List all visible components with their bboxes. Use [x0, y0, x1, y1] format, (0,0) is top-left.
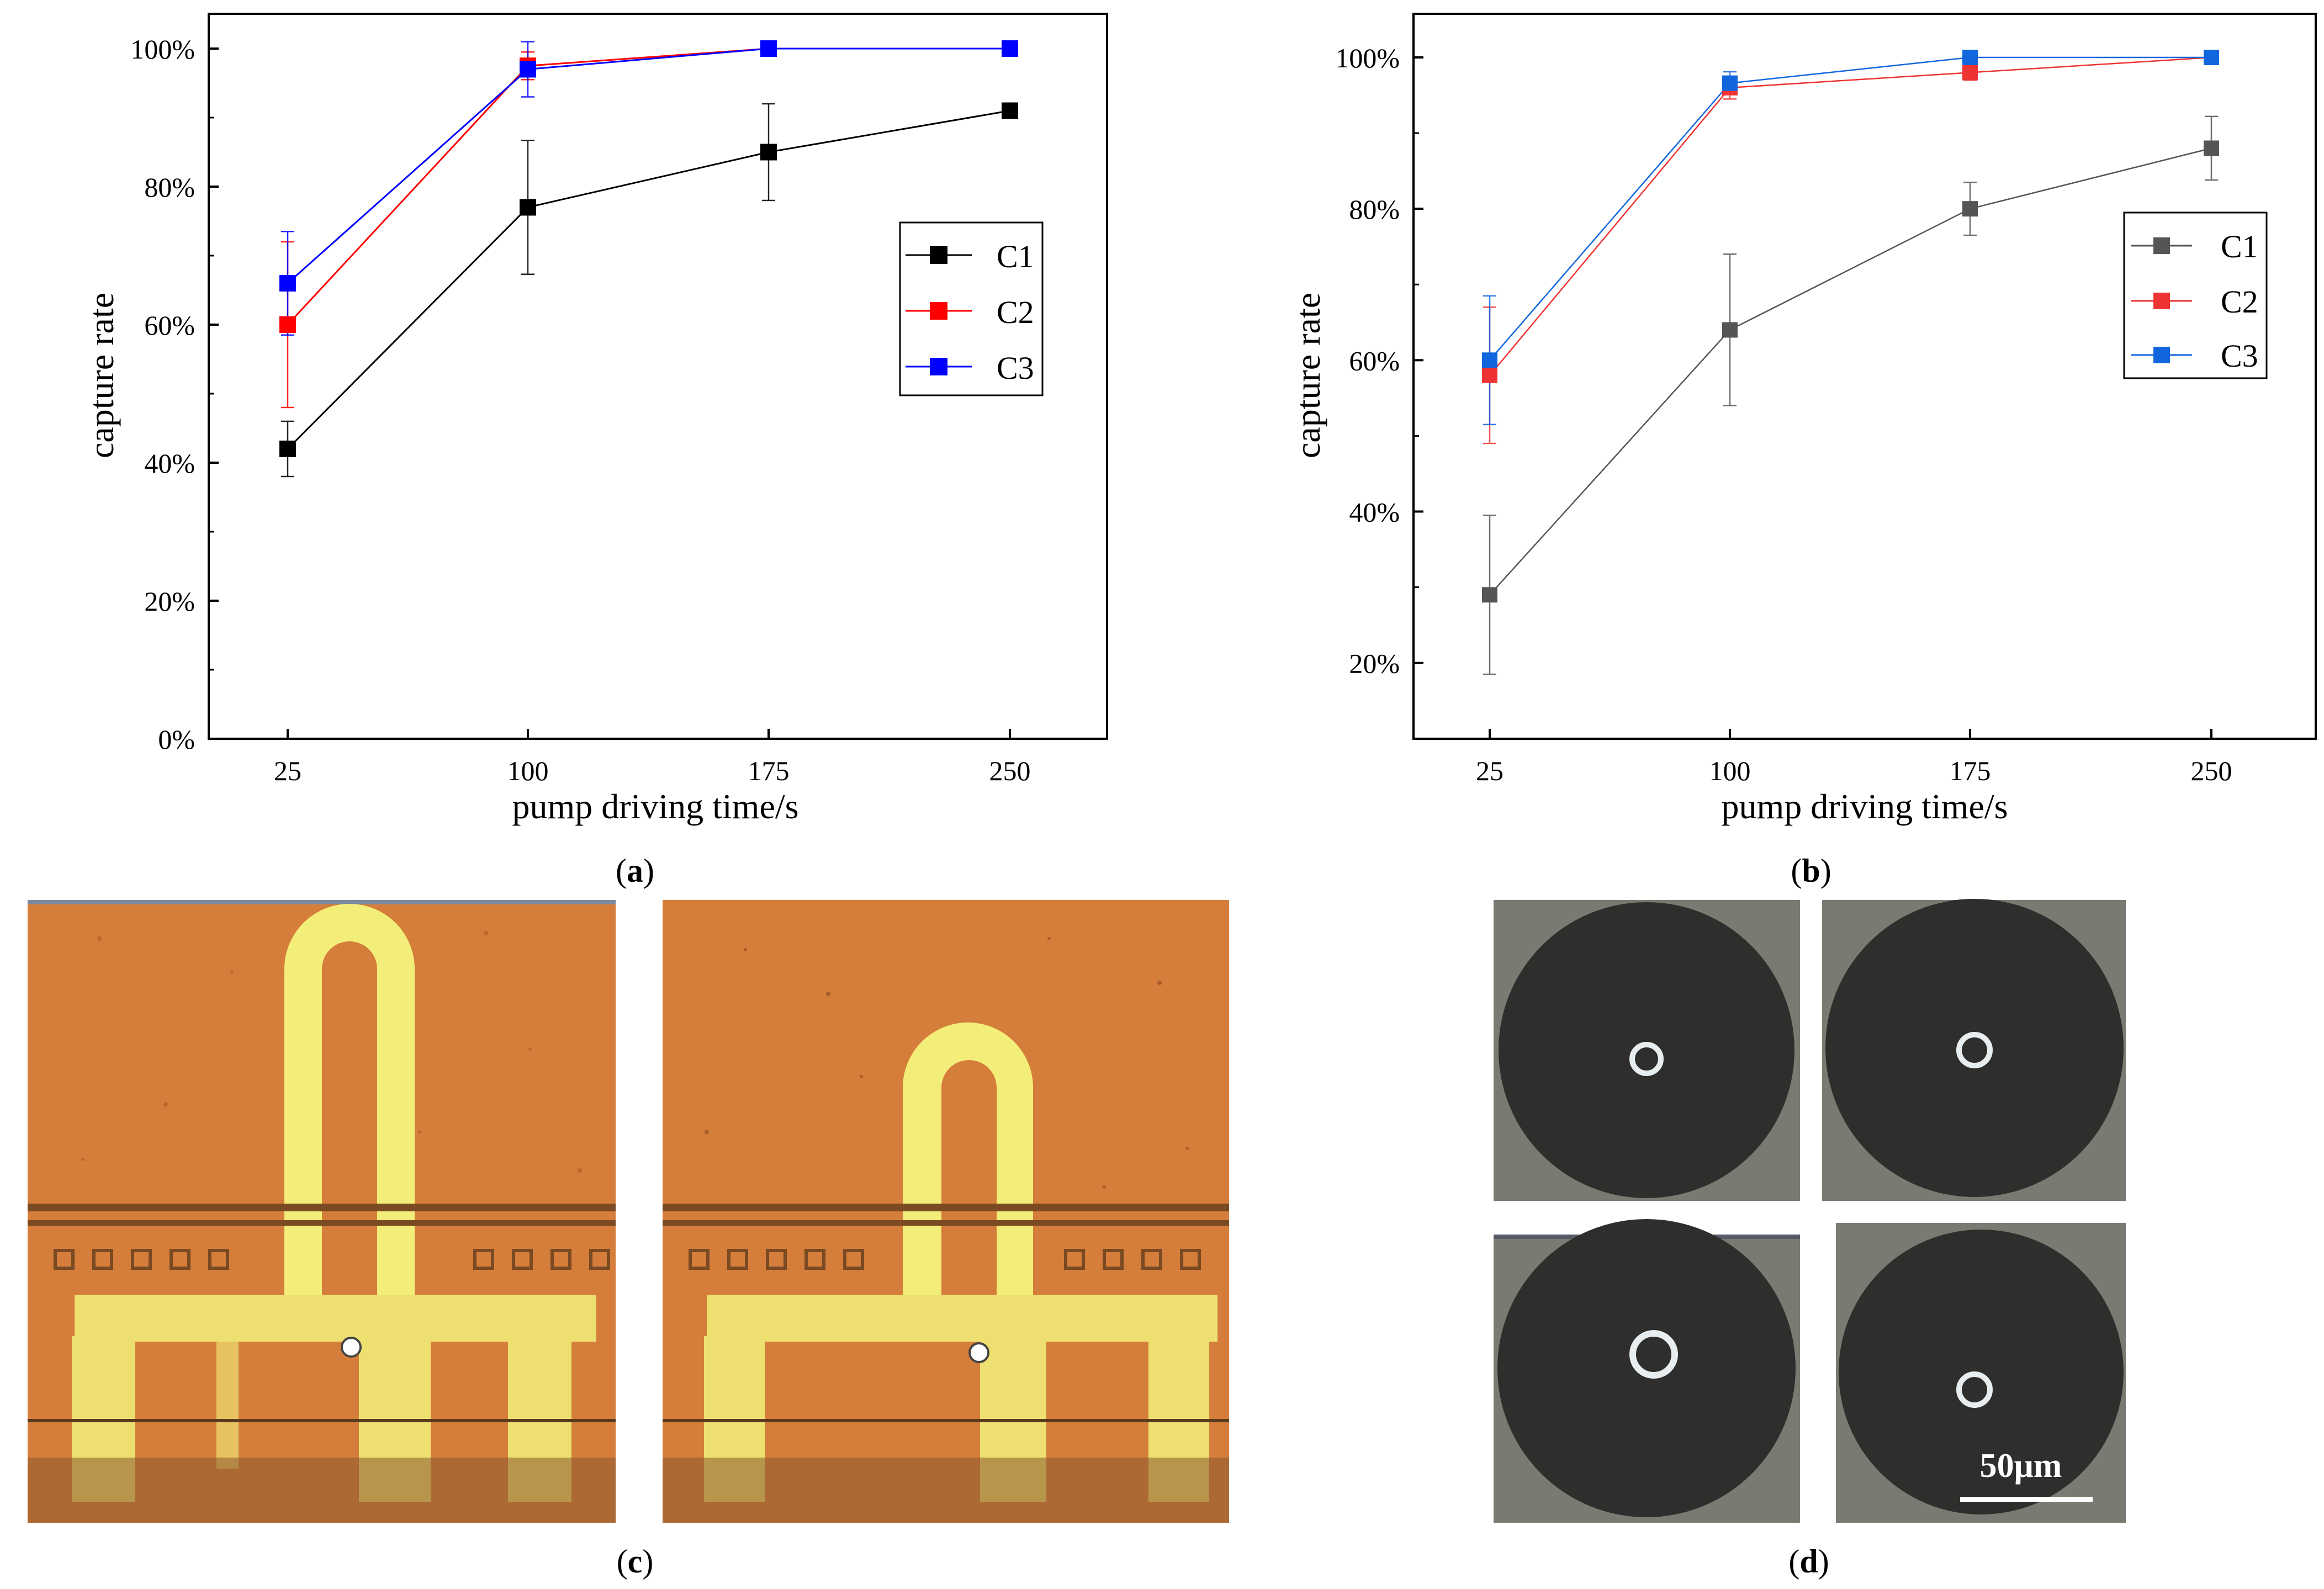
y-tick-label: 60% — [1349, 345, 1400, 376]
series-line-c1 — [1489, 147, 2212, 596]
chart-b-frame — [1412, 13, 2317, 740]
micrograph-c-left — [28, 900, 616, 1523]
data-point-c3 — [1002, 40, 1018, 57]
y-tick-label: 40% — [144, 448, 195, 479]
data-point-c3 — [760, 40, 777, 57]
data-point-c3 — [1482, 352, 1497, 368]
x-tick-label: 250 — [2191, 755, 2232, 786]
panel-label-a: (a) — [616, 852, 654, 889]
y-tick-label: 0% — [158, 724, 195, 755]
chart-b-ylabel: capture rate — [1288, 293, 1327, 458]
panel-label-c: (c) — [617, 1543, 654, 1580]
data-point-c2 — [1482, 367, 1497, 383]
data-point-c1 — [279, 441, 296, 457]
x-tick-label: 175 — [748, 755, 790, 786]
y-tick-label: 40% — [1349, 497, 1400, 528]
data-point-c1 — [1722, 322, 1738, 338]
legend-a-c1: C1 — [997, 239, 1034, 274]
x-tick-label: 25 — [274, 755, 301, 786]
x-tick-label: 25 — [1476, 755, 1504, 786]
data-point-c2 — [1962, 65, 1978, 81]
x-tick-label: 175 — [1950, 755, 1991, 786]
chart-b: 20% 40% 60% 80% 100% 25 100 175 250 pump driving… — [1288, 13, 2317, 826]
micrograph-d-2 — [1822, 899, 2126, 1201]
legend-b-c2: C2 — [2221, 284, 2258, 320]
legend-a-c2: C2 — [997, 294, 1034, 330]
data-point-c1 — [520, 199, 536, 216]
y-tick-label: 60% — [144, 310, 195, 341]
chart-a-ylabel: capture rate — [82, 293, 121, 458]
y-tick-label: 100% — [130, 34, 195, 65]
series-line-c2 — [1489, 56, 2212, 376]
series-line-c1 — [287, 110, 1010, 450]
chart-b-legend: C1 C2 C3 — [2123, 211, 2268, 379]
data-point-c2 — [279, 316, 296, 333]
chart-a: 0% 20% 40% 60% 80% 100% 25 100 175 250 pump drivi… — [82, 13, 1108, 826]
panel-label-d: (d) — [1788, 1543, 1829, 1580]
x-tick-label: 100 — [1709, 755, 1751, 786]
panel-label-b: (b) — [1791, 852, 1831, 889]
x-tick-label: 100 — [507, 755, 549, 786]
micrograph-d-3 — [1494, 1219, 1800, 1523]
scale-bar — [1960, 1497, 2093, 1502]
data-point-c1 — [1002, 102, 1018, 119]
scale-bar-label: 50μm — [1980, 1447, 2062, 1485]
series-line-c3 — [1489, 56, 2211, 361]
y-tick-label: 80% — [144, 172, 195, 203]
legend-a-c3: C3 — [997, 350, 1034, 386]
legend-b-c3: C3 — [2221, 338, 2258, 374]
data-point-c1 — [1962, 201, 1978, 217]
y-tick-label: 100% — [1335, 43, 1400, 73]
chart-a-xlabel: pump driving time/s — [512, 787, 798, 826]
y-tick-label: 20% — [1349, 648, 1400, 679]
data-point-c3 — [1962, 50, 1978, 65]
micrograph-c-right — [663, 900, 1229, 1523]
y-tick-label: 80% — [1349, 194, 1400, 225]
data-point-c3 — [2204, 50, 2219, 65]
data-point-c1 — [2204, 140, 2219, 156]
series-line-c3 — [287, 47, 1010, 284]
data-point-c3 — [279, 275, 296, 292]
legend-b-c1: C1 — [2221, 229, 2258, 264]
data-point-c1 — [760, 144, 777, 161]
chart-a-legend: C1 C2 C3 — [899, 221, 1044, 396]
chart-a-frame — [208, 13, 1108, 740]
y-tick-label: 20% — [144, 586, 195, 617]
x-tick-label: 250 — [989, 755, 1031, 786]
data-point-c3 — [1722, 75, 1738, 91]
micrograph-d-4: 50μm — [1836, 1223, 2126, 1523]
micrograph-d-1 — [1494, 900, 1800, 1201]
data-point-c1 — [1482, 587, 1497, 603]
chart-b-xlabel: pump driving time/s — [1721, 787, 2008, 826]
data-point-c3 — [520, 61, 536, 78]
